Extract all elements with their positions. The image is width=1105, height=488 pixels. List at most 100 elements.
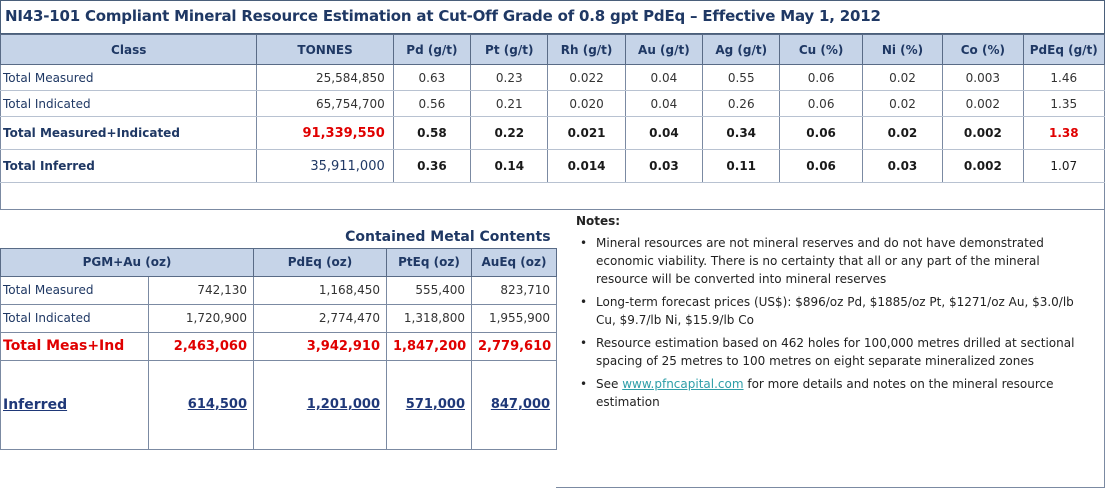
grade-cell: 0.14 [470,149,549,183]
tonnes-cell: 65,754,700 [256,90,394,117]
note-text: See [596,377,623,391]
note-item: Long-term forecast prices (US$): $896/oz… [580,293,1094,329]
table-row: Total Indicated 1,720,900 2,774,470 1,31… [0,303,558,333]
grade-cell: 1.35 [1022,90,1105,117]
oz-cell: 742,130 [148,275,254,305]
column-header: Class [0,34,258,65]
section-spacer [0,183,1105,210]
table-row: Total Measured+Indicated 91,339,550 0.58… [0,116,1105,150]
oz-cell: 1,955,900 [470,303,558,333]
note-text: for more details and notes on the minera… [596,377,1054,409]
column-header: Ni (%) [861,34,944,65]
section-title: Contained Metal Contents [345,228,551,245]
grade-cell: 0.06 [779,64,863,91]
grade-cell: 0.02 [861,64,944,91]
grade-cell: 0.06 [779,90,863,117]
grade-cell: 0.63 [392,64,472,91]
grade-cell: 0.022 [547,64,626,91]
grade-cell: 0.020 [547,90,626,117]
grade-cell: 0.34 [702,116,781,150]
grade-cell: 0.56 [392,90,472,117]
oz-cell: 1,168,450 [253,275,387,305]
grade-cell: 0.03 [624,149,704,183]
oz-cell: 614,500 [148,359,254,450]
row-label: Total Inferred [0,149,258,183]
oz-cell: 2,779,610 [470,331,558,361]
row-label: Total Meas+Ind [0,331,149,361]
oz-cell: 847,000 [470,359,558,450]
grade-cell: 0.04 [624,90,704,117]
table-row: Inferred 614,500 1,201,000 571,000 847,0… [0,359,558,450]
grade-cell: 0.021 [547,116,626,150]
row-label: Total Measured [0,64,258,91]
grade-cell: 0.002 [942,149,1024,183]
grade-cell: 0.06 [779,149,863,183]
oz-cell: 571,000 [386,359,472,450]
tonnes-cell: 91,339,550 [256,116,394,150]
oz-cell: 1,201,000 [253,359,387,450]
table-row: Total Measured 25,584,850 0.63 0.23 0.02… [0,64,1105,91]
grade-cell: 0.04 [624,64,704,91]
grade-cell: 0.55 [702,64,781,91]
grade-cell: 0.003 [942,64,1024,91]
row-label: Total Measured [0,275,149,305]
column-header: Co (%) [942,34,1024,65]
metal-contents-table: Contained Metal Contents PGM+Au (oz) PdE… [0,210,558,450]
row-label: Total Indicated [0,90,258,117]
column-header: Ag (g/t) [702,34,781,65]
row-label: Total Measured+Indicated [0,116,258,150]
grade-cell: 0.002 [942,90,1024,117]
column-header: PdEq (g/t) [1022,34,1105,65]
metal-header-row: PGM+Au (oz) PdEq (oz) PtEq (oz) AuEq (oz… [0,247,558,277]
table-row: Total Measured 742,130 1,168,450 555,400… [0,275,558,305]
column-header: AuEq (oz) [470,247,558,277]
notes-panel: Notes: Mineral resources are not mineral… [556,210,1105,488]
table-row: Total Meas+Ind 2,463,060 3,942,910 1,847… [0,331,558,361]
page-title: NI43-101 Compliant Mineral Resource Esti… [5,7,881,25]
column-header: Rh (g/t) [547,34,626,65]
oz-cell: 823,710 [470,275,558,305]
oz-cell: 3,942,910 [253,331,387,361]
grade-cell: 0.23 [470,64,549,91]
page-title-bar: NI43-101 Compliant Mineral Resource Esti… [0,0,1105,34]
oz-cell: 2,463,060 [148,331,254,361]
column-header: PGM+Au (oz) [0,247,254,277]
grade-cell: 0.26 [702,90,781,117]
grade-cell: 0.002 [942,116,1024,150]
tonnes-cell: 35,911,000 [256,149,394,183]
grade-cell: 0.06 [779,116,863,150]
column-header: PdEq (oz) [253,247,387,277]
note-item: Resource estimation based on 462 holes f… [580,334,1094,370]
website-link[interactable]: www.pfncapital.com [622,377,744,391]
grade-cell: 0.04 [624,116,704,150]
grade-cell: 0.22 [470,116,549,150]
resource-estimation-table: Class TONNES Pd (g/t) Pt (g/t) Rh (g/t) … [0,34,1105,183]
column-header: Au (g/t) [624,34,704,65]
grade-cell: 0.03 [861,149,944,183]
grade-cell: 0.21 [470,90,549,117]
column-header: TONNES [256,34,394,65]
column-header: PtEq (oz) [386,247,472,277]
grade-cell: 0.02 [861,90,944,117]
grade-cell: 1.46 [1022,64,1105,91]
grade-cell: 0.014 [547,149,626,183]
row-label: Inferred [0,359,149,450]
grade-cell: 0.11 [702,149,781,183]
row-label: Total Indicated [0,303,149,333]
note-item: See www.pfncapital.com for more details … [580,375,1094,411]
oz-cell: 1,847,200 [386,331,472,361]
column-header: Pd (g/t) [392,34,472,65]
grade-cell: 1.07 [1022,149,1105,183]
column-header: Pt (g/t) [470,34,549,65]
table-row: Total Indicated 65,754,700 0.56 0.21 0.0… [0,90,1105,117]
note-item: Mineral resources are not mineral reserv… [580,234,1094,288]
oz-cell: 1,318,800 [386,303,472,333]
section-title-row: Contained Metal Contents [1,210,557,248]
column-header: Cu (%) [779,34,863,65]
oz-cell: 1,720,900 [148,303,254,333]
table-row: Total Inferred 35,911,000 0.36 0.14 0.01… [0,149,1105,183]
tonnes-cell: 25,584,850 [256,64,394,91]
notes-heading: Notes: [576,214,621,228]
oz-cell: 2,774,470 [253,303,387,333]
grade-cell: 0.58 [392,116,472,150]
